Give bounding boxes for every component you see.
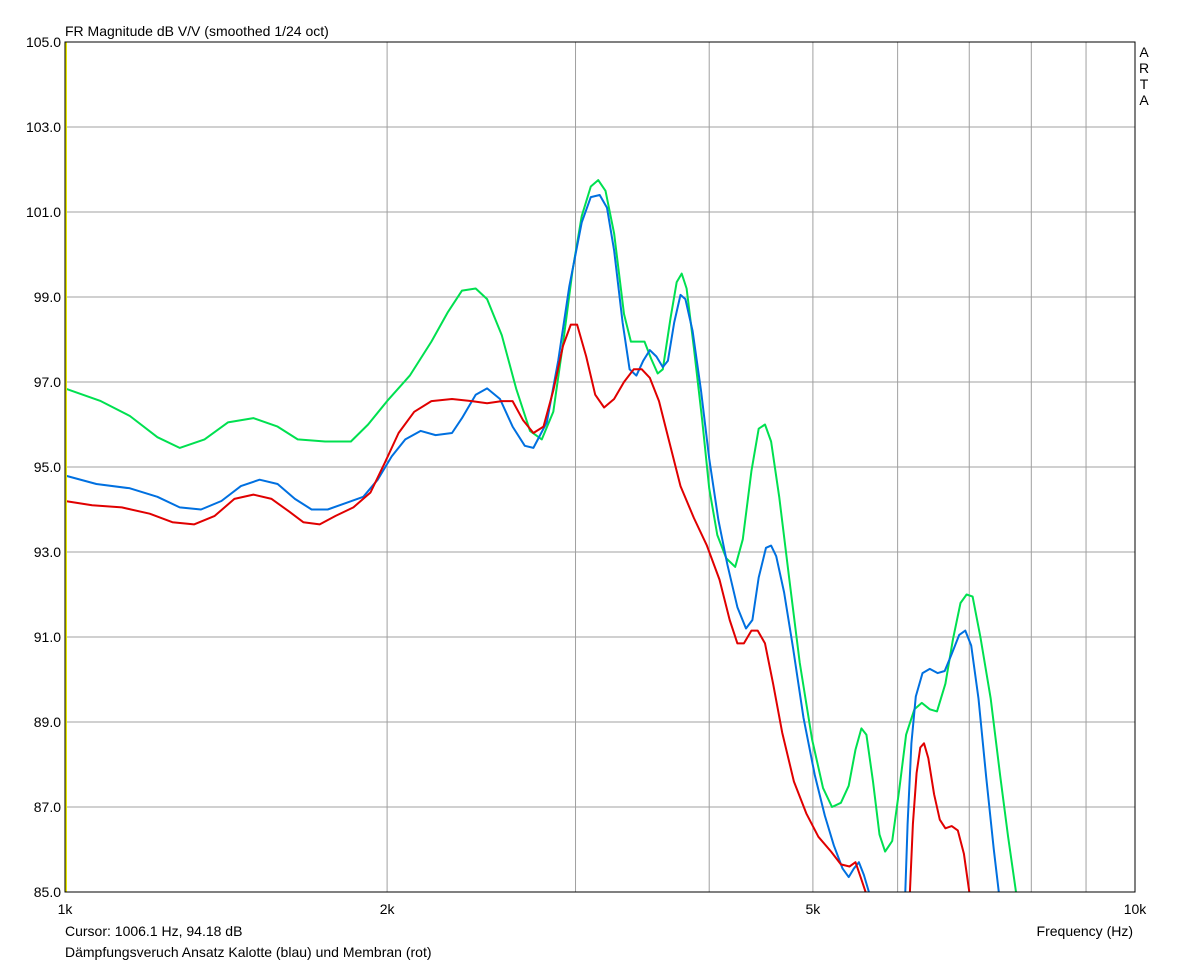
cursor-readout: Cursor: 1006.1 Hz, 94.18 dB xyxy=(65,923,242,939)
y-tick-label: 99.0 xyxy=(34,289,61,305)
watermark-letter: R xyxy=(1139,60,1149,76)
series-line-2 xyxy=(64,194,1000,893)
y-tick-label: 85.0 xyxy=(34,884,61,900)
watermark-letter: A xyxy=(1139,92,1149,108)
x-tick-label: 5k xyxy=(805,901,821,917)
series-line-1 xyxy=(64,179,1017,893)
series-lines xyxy=(64,179,1017,893)
chart-title: FR Magnitude dB V/V (smoothed 1/24 oct) xyxy=(65,23,329,39)
y-tick-label: 101.0 xyxy=(26,204,61,220)
y-axis-tick-labels: 85.0 87.0 89.0 91.0 93.0 95.0 97.0 99.0 101.0 103… xyxy=(26,34,61,900)
watermark-letter: T xyxy=(1140,76,1149,92)
x-tick-label: 10k xyxy=(1124,901,1148,917)
x-tick-label: 2k xyxy=(380,901,396,917)
chart-caption: Dämpfungsveruch Ansatz Kalotte (blau) un… xyxy=(65,944,432,960)
plot-border xyxy=(64,41,1136,893)
y-tick-label: 89.0 xyxy=(34,714,61,730)
x-tick-label: 1k xyxy=(58,901,74,917)
series-line-3 xyxy=(64,323,971,893)
x-axis-label: Frequency (Hz) xyxy=(1037,923,1133,939)
y-tick-label: 95.0 xyxy=(34,459,61,475)
x-axis-tick-labels: 1k 2k 5k 10k xyxy=(58,901,1148,917)
watermark-letter: A xyxy=(1139,44,1149,60)
y-tick-label: 97.0 xyxy=(34,374,61,390)
y-tick-label: 103.0 xyxy=(26,119,61,135)
y-tick-label: 93.0 xyxy=(34,544,61,560)
y-tick-label: 87.0 xyxy=(34,799,61,815)
y-tick-label: 105.0 xyxy=(26,34,61,50)
y-tick-label: 91.0 xyxy=(34,629,61,645)
